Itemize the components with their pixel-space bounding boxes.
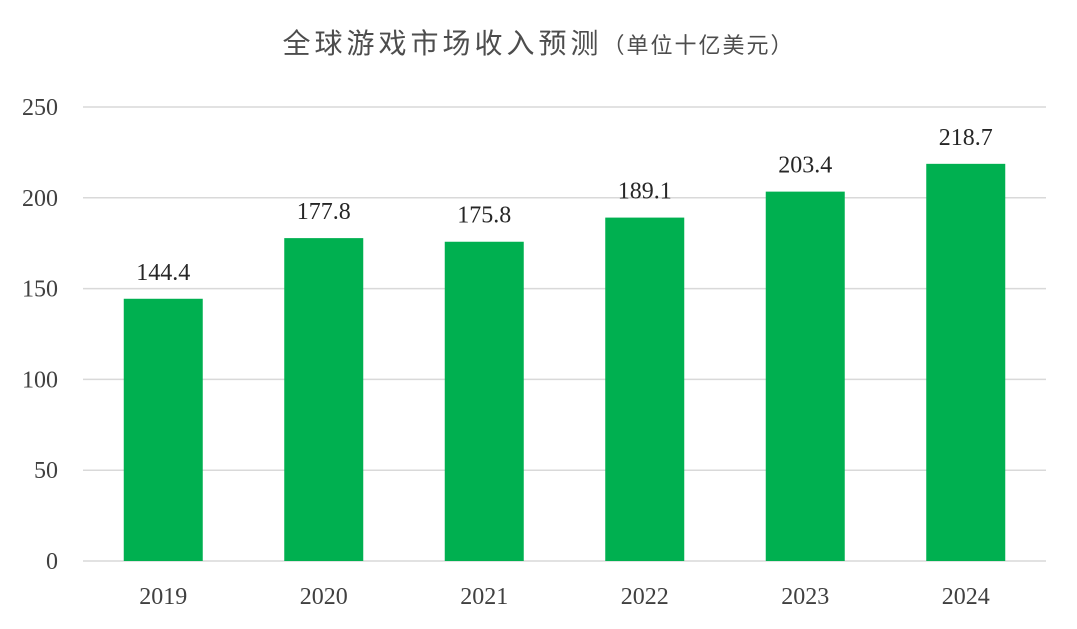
chart-title: 全球游戏市场收入预测（单位十亿美元） <box>0 22 1077 62</box>
bar <box>123 298 203 561</box>
bar <box>605 217 685 561</box>
y-tick-label: 100 <box>22 367 58 393</box>
y-tick-label: 0 <box>46 549 58 575</box>
x-tick-label: 2022 <box>621 584 669 610</box>
chart-subtitle: （单位十亿美元） <box>602 34 795 59</box>
bar <box>284 238 364 561</box>
chart-title-main: 全球游戏市场收入预测 <box>282 27 603 60</box>
x-tick-label: 2020 <box>300 584 348 610</box>
data-label: 175.8 <box>457 203 511 229</box>
data-label: 189.1 <box>618 179 672 205</box>
data-label: 177.8 <box>297 199 351 225</box>
y-tick-label: 250 <box>22 95 58 121</box>
x-tick-label: 2021 <box>460 584 508 610</box>
data-label: 218.7 <box>939 125 993 151</box>
x-tick-label: 2019 <box>139 584 187 610</box>
bar <box>765 191 845 561</box>
data-label: 144.4 <box>136 260 190 286</box>
x-tick-label: 2023 <box>781 584 829 610</box>
y-tick-label: 150 <box>22 277 58 303</box>
bar <box>926 163 1006 561</box>
bar <box>444 241 524 561</box>
x-tick-label: 2024 <box>942 584 990 610</box>
data-label: 203.4 <box>778 153 832 179</box>
y-tick-label: 200 <box>22 186 58 212</box>
y-tick-label: 50 <box>34 458 58 484</box>
